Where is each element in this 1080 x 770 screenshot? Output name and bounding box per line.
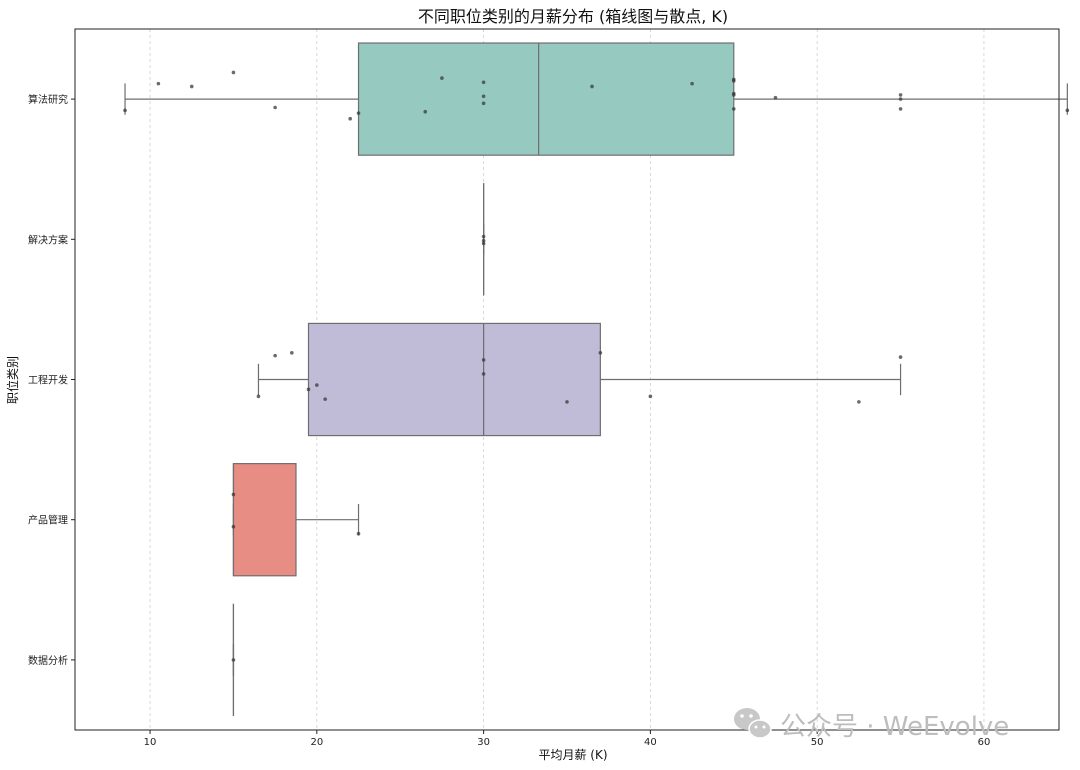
data-point [123,108,127,113]
data-point [231,492,236,497]
data-point [898,97,903,101]
points-layer [123,70,1070,662]
data-point [898,107,903,111]
data-point [290,351,294,355]
watermark: 公众号 · WeEvolve [734,708,1009,742]
data-point [231,524,236,529]
data-point [857,400,861,404]
x-tick-label: 10 [144,737,157,748]
x-tick-label: 30 [477,737,490,748]
data-point [481,234,486,239]
data-point [731,93,736,97]
data-point [315,383,319,387]
data-point [323,397,327,401]
data-point [356,531,361,536]
boxes-layer [124,42,1068,716]
x-axis-label: 平均月薪 (K) [538,748,607,762]
data-point [440,76,444,80]
box [307,322,601,437]
data-point [423,109,428,114]
x-tick-label: 60 [978,737,991,748]
data-point [156,81,161,86]
data-point [273,105,277,110]
box [357,42,735,156]
y-axis-label: 职位类别 [5,356,20,404]
data-point [690,81,694,86]
data-point [898,93,903,97]
data-point [565,400,569,404]
data-point [481,358,486,362]
data-point [231,658,236,662]
watermark-text: 公众号 · WeEvolve [780,712,1009,742]
data-point [231,70,236,75]
y-tick-label: 工程开发 [28,374,68,387]
data-point [731,79,736,83]
x-tick-label: 40 [644,737,657,748]
data-point [356,111,361,115]
data-point [481,101,486,106]
data-point [648,394,653,399]
x-ticks: 10 20 30 40 50 60 [144,730,991,748]
data-point [598,351,603,355]
data-point [189,84,194,89]
data-point [590,84,594,89]
data-point [481,241,486,246]
box [232,463,297,577]
data-point [481,238,486,243]
data-point [1065,108,1070,113]
data-point [481,372,486,376]
y-tick-label: 数据分析 [28,654,68,667]
x-tick-label: 20 [310,737,323,748]
data-point [348,116,352,121]
y-tick-label: 解决方案 [28,233,68,246]
wechat-icon [734,708,772,739]
x-tick-label: 50 [811,737,824,748]
data-point [731,107,736,111]
data-point [773,95,778,100]
data-point [256,394,261,399]
data-point [306,387,311,392]
y-tick-label: 算法研究 [28,93,68,106]
data-point [898,355,903,359]
data-point [481,80,486,85]
chart-title: 不同职位类别的月薪分布 (箱线图与散点, K) [418,7,728,26]
data-point [481,94,486,99]
data-point [273,353,277,358]
y-tick-label: 产品管理 [28,514,68,527]
